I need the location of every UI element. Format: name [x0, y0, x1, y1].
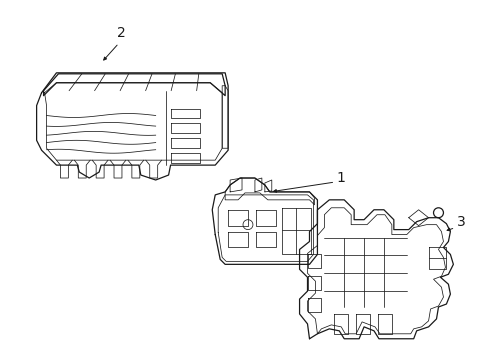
- Text: 3: 3: [456, 215, 465, 229]
- Text: 2: 2: [116, 26, 125, 40]
- Text: 1: 1: [336, 171, 345, 185]
